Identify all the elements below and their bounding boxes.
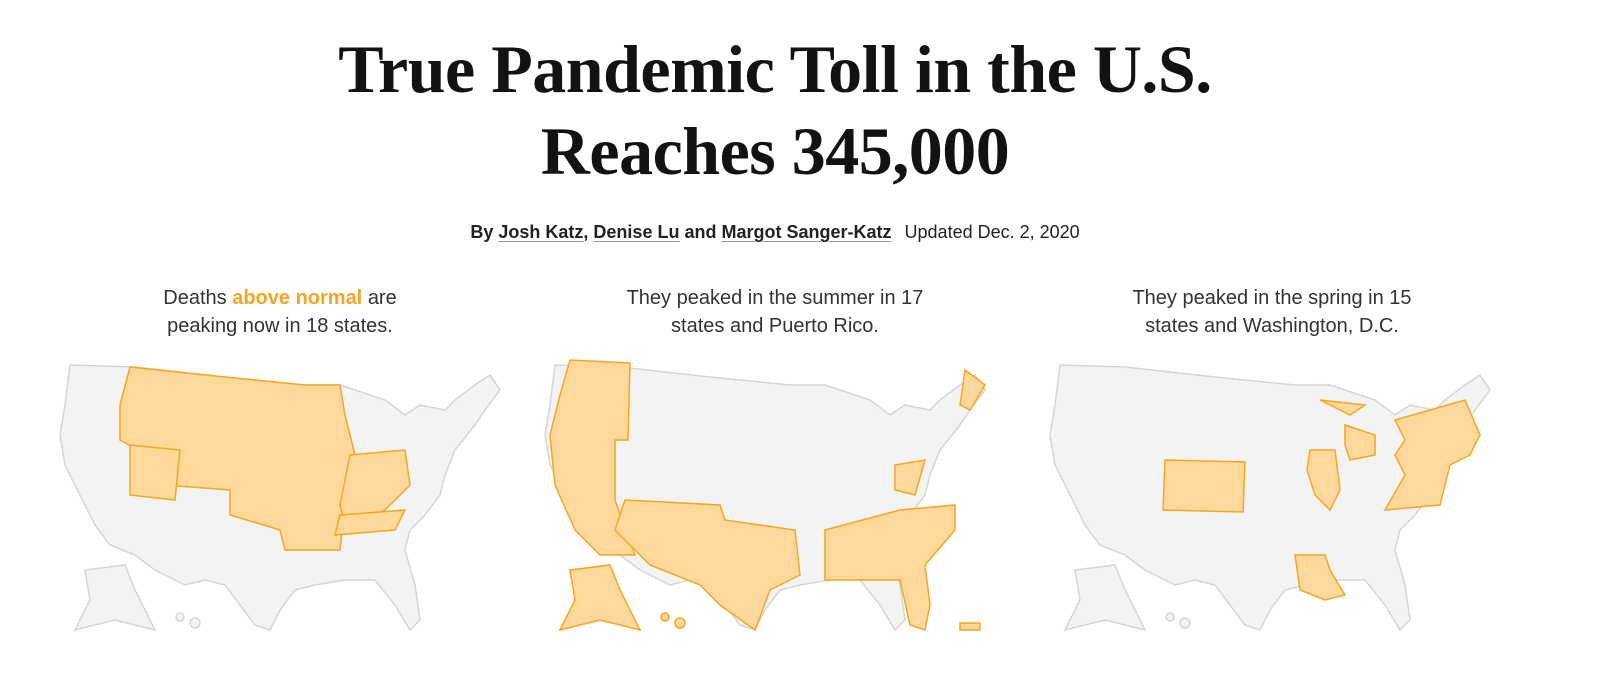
caption-highlight: above normal (232, 287, 363, 309)
byline-comma: , (583, 222, 589, 242)
byline-prefix: By (470, 222, 494, 242)
caption-text: are peaking now in 18 states. (167, 287, 397, 337)
author-link[interactable]: Josh Katz (498, 222, 584, 242)
updated-date: Updated Dec. 2, 2020 (904, 222, 1080, 242)
author-link[interactable]: Denise Lu (593, 222, 680, 242)
map-peaked-spring (1049, 364, 1491, 631)
map-caption: They peaked in the summer in 17 states a… (626, 287, 924, 337)
author-link[interactable]: Margot Sanger-Katz (721, 222, 892, 242)
map-caption: They peaked in the spring in 15 states a… (1132, 287, 1412, 337)
byline-conjunction: and (684, 222, 717, 242)
map-peaking-now (59, 364, 501, 631)
headline: True Pandemic Toll in the U.S. Reaches 3… (338, 31, 1212, 189)
map-caption: Deaths above normal are peaking now in 1… (130, 284, 430, 340)
byline: By Josh Katz, Denise Lu and Margot Sange… (0, 222, 1550, 243)
caption-text: Deaths (163, 287, 227, 309)
map-peaked-summer (544, 359, 986, 632)
